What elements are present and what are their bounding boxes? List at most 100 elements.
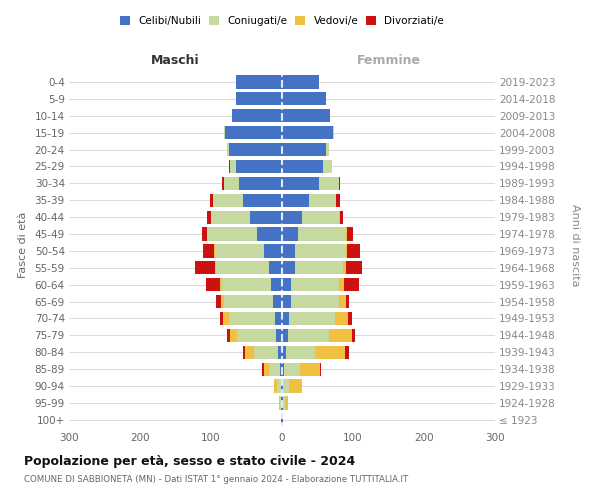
Bar bbox=[230, 160, 236, 173]
Bar bbox=[289, 380, 302, 392]
Bar bbox=[333, 126, 334, 139]
Bar bbox=[215, 261, 216, 274]
Bar bbox=[282, 380, 283, 392]
Bar bbox=[336, 194, 340, 207]
Bar bbox=[316, 346, 345, 359]
Bar bbox=[346, 228, 347, 240]
Bar bbox=[236, 92, 282, 106]
Bar bbox=[264, 244, 282, 258]
Bar bbox=[282, 329, 287, 342]
Bar bbox=[279, 396, 280, 409]
Bar bbox=[290, 295, 339, 308]
Bar bbox=[225, 126, 282, 139]
Bar bbox=[346, 244, 347, 258]
Bar bbox=[269, 261, 282, 274]
Bar bbox=[243, 194, 282, 207]
Bar bbox=[326, 143, 329, 156]
Bar bbox=[216, 295, 221, 308]
Legend: Celibi/Nubili, Coniugati/e, Vedovi/e, Divorziati/e: Celibi/Nubili, Coniugati/e, Vedovi/e, Di… bbox=[116, 12, 448, 30]
Bar bbox=[282, 92, 326, 106]
Bar bbox=[223, 312, 229, 325]
Bar bbox=[277, 329, 282, 342]
Bar bbox=[286, 346, 316, 359]
Bar bbox=[339, 278, 344, 291]
Bar bbox=[274, 380, 277, 392]
Bar bbox=[274, 295, 282, 308]
Bar bbox=[309, 194, 336, 207]
Bar bbox=[281, 414, 282, 426]
Bar bbox=[216, 261, 269, 274]
Bar bbox=[262, 362, 263, 376]
Bar bbox=[335, 312, 348, 325]
Bar bbox=[280, 396, 281, 409]
Bar bbox=[282, 76, 319, 88]
Bar bbox=[339, 295, 346, 308]
Bar bbox=[229, 312, 275, 325]
Bar bbox=[208, 228, 257, 240]
Bar bbox=[229, 143, 282, 156]
Bar bbox=[282, 278, 290, 291]
Bar bbox=[343, 261, 346, 274]
Bar bbox=[220, 312, 223, 325]
Bar bbox=[227, 143, 229, 156]
Bar bbox=[295, 261, 343, 274]
Bar bbox=[245, 346, 254, 359]
Bar bbox=[323, 160, 332, 173]
Bar bbox=[282, 295, 290, 308]
Bar bbox=[283, 396, 285, 409]
Y-axis label: Anni di nascita: Anni di nascita bbox=[570, 204, 580, 286]
Bar bbox=[215, 244, 264, 258]
Bar bbox=[213, 194, 243, 207]
Bar bbox=[250, 210, 282, 224]
Bar bbox=[196, 261, 215, 274]
Bar bbox=[236, 76, 282, 88]
Bar bbox=[275, 312, 282, 325]
Bar bbox=[224, 295, 274, 308]
Bar bbox=[277, 380, 281, 392]
Bar bbox=[339, 210, 340, 224]
Y-axis label: Fasce di età: Fasce di età bbox=[17, 212, 28, 278]
Bar bbox=[282, 228, 298, 240]
Bar bbox=[295, 244, 346, 258]
Bar bbox=[319, 176, 339, 190]
Bar bbox=[224, 176, 239, 190]
Bar bbox=[346, 295, 349, 308]
Bar bbox=[207, 228, 208, 240]
Bar bbox=[290, 278, 339, 291]
Bar bbox=[269, 362, 280, 376]
Bar bbox=[345, 346, 349, 359]
Bar bbox=[232, 109, 282, 122]
Bar bbox=[339, 176, 340, 190]
Bar bbox=[281, 396, 282, 409]
Bar bbox=[282, 160, 323, 173]
Bar bbox=[278, 346, 282, 359]
Bar bbox=[282, 312, 289, 325]
Bar bbox=[282, 176, 319, 190]
Bar bbox=[209, 194, 213, 207]
Bar bbox=[282, 414, 283, 426]
Bar bbox=[329, 329, 352, 342]
Bar bbox=[348, 312, 352, 325]
Bar bbox=[282, 126, 333, 139]
Text: Popolazione per età, sesso e stato civile - 2024: Popolazione per età, sesso e stato civil… bbox=[24, 455, 355, 468]
Bar bbox=[289, 312, 335, 325]
Bar bbox=[214, 244, 215, 258]
Bar bbox=[206, 278, 220, 291]
Bar bbox=[227, 329, 230, 342]
Bar bbox=[257, 228, 282, 240]
Bar bbox=[347, 228, 353, 240]
Bar bbox=[282, 143, 326, 156]
Bar bbox=[344, 278, 359, 291]
Bar bbox=[287, 329, 329, 342]
Bar bbox=[211, 210, 250, 224]
Bar bbox=[243, 346, 245, 359]
Bar bbox=[208, 210, 211, 224]
Bar bbox=[283, 380, 289, 392]
Bar bbox=[236, 160, 282, 173]
Bar bbox=[202, 228, 207, 240]
Bar bbox=[282, 346, 286, 359]
Bar bbox=[282, 210, 302, 224]
Bar bbox=[263, 362, 269, 376]
Bar bbox=[298, 228, 346, 240]
Bar bbox=[282, 194, 309, 207]
